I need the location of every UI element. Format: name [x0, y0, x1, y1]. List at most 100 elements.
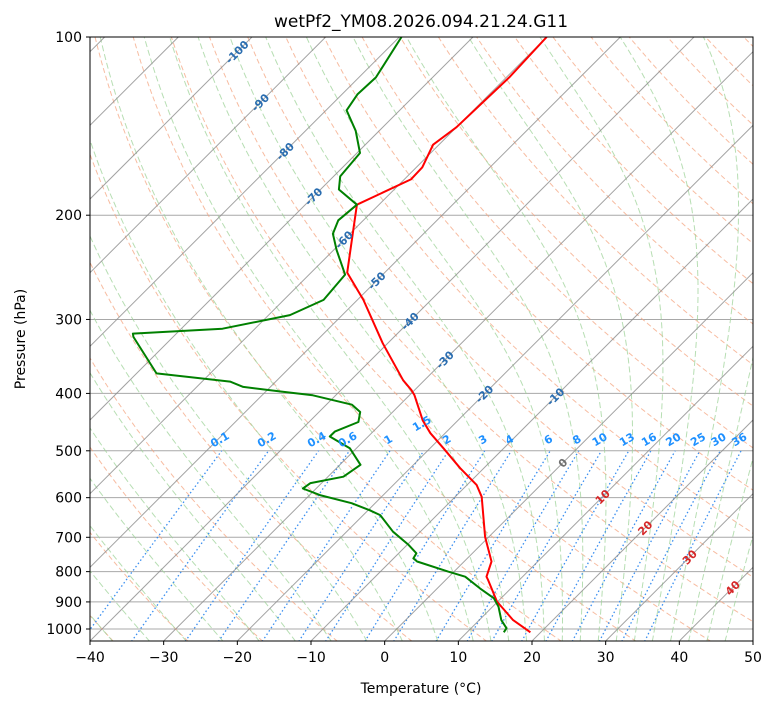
- moist-adiabat-line: [90, 234, 368, 641]
- y-tick-label: 200: [55, 208, 82, 224]
- dry-adiabat-line: [90, 531, 189, 641]
- isotherm-line: [90, 37, 695, 641]
- moist-adiabat-line: [90, 309, 332, 641]
- y-axis: 100 200 300 400 500 600 700 800 900 1000: [46, 30, 90, 638]
- isotherm-line: [90, 37, 400, 348]
- moist-adiabat-line: [90, 477, 224, 641]
- isotherm-line: [752, 640, 753, 641]
- mixing-ratio-line: [298, 450, 425, 641]
- mixing-ratio-line: [545, 450, 652, 641]
- dry-adiabat-line: [667, 37, 753, 126]
- dry-adiabat-line: [361, 37, 753, 449]
- isotherm-line: [310, 198, 753, 641]
- mixing-ratio-line: [644, 450, 742, 641]
- moist-adiabat-line: [169, 37, 492, 641]
- dry-adiabat-line: [514, 37, 753, 285]
- moist-adiabat-line: [265, 37, 545, 641]
- isotherm-line: [383, 271, 753, 641]
- moist-adiabat-line: [197, 37, 510, 641]
- isotherm-line: [162, 50, 753, 641]
- moist-adiabat-line: [0, 37, 76, 642]
- dry-adiabat-line: [399, 37, 753, 407]
- mixing-ratio-line: [521, 450, 630, 641]
- moist-adiabat-line: [90, 138, 403, 641]
- moist-adiabat-line: [99, 37, 439, 641]
- moist-adiabat-line: [706, 456, 753, 641]
- mixing-ratio-line: [261, 450, 391, 641]
- isotherm-label: -90: [249, 91, 272, 114]
- dry-adiabat-line: [132, 37, 637, 641]
- y-tick-label: 300: [55, 312, 82, 328]
- dry-adiabat-line: [90, 446, 264, 641]
- profiles: [131, 37, 548, 634]
- moist-adiabat-line: [90, 524, 187, 641]
- dry-adiabat-line: [437, 37, 753, 366]
- moist-adiabat-line: [406, 37, 607, 641]
- x-tick-label: 40: [670, 650, 688, 666]
- mixing-ratio-label: 0.1: [208, 429, 231, 450]
- x-axis: −40 −30 −20 −10 0 10 20 30 40 50: [75, 641, 762, 666]
- x-tick-label: 10: [449, 650, 467, 666]
- mixing-ratio-line: [217, 450, 350, 641]
- mixing-ratio-label: 1: [382, 432, 395, 447]
- dry-adiabat-line: [209, 37, 753, 623]
- x-tick-label: −40: [75, 650, 105, 666]
- y-tick-label: 700: [55, 530, 82, 546]
- moist-adiabat-line: [352, 37, 584, 641]
- y-tick-label: 800: [55, 565, 82, 581]
- y-tick-label: 500: [55, 444, 82, 460]
- mixing-ratio-label: 2: [440, 432, 453, 447]
- mixing-ratio-label: 4: [503, 432, 516, 447]
- temperature-profile-line: [346, 37, 548, 634]
- isotherm-line: [90, 37, 474, 421]
- mixing-ratio-label: 3: [476, 432, 489, 447]
- isotherm-line: [90, 37, 253, 200]
- x-axis-label: Temperature (°C): [360, 681, 482, 697]
- mixing-ratio-line: [393, 450, 512, 641]
- mixing-ratio-line: [184, 450, 320, 641]
- isotherm-label: -100: [223, 38, 252, 67]
- y-tick-label: 1000: [46, 622, 82, 638]
- x-tick-label: −30: [149, 650, 179, 666]
- isotherm-line: [604, 492, 753, 641]
- mixing-ratio-line: [90, 450, 223, 631]
- mixing-ratio-label: 0.2: [255, 429, 278, 450]
- moist-adiabat-line: [305, 37, 563, 641]
- plot-frame: [89, 36, 754, 642]
- x-tick-label: 20: [523, 650, 541, 666]
- mixing-ratio-label: 8: [570, 432, 583, 447]
- moist-adiabat-line: [229, 37, 528, 641]
- moist-adiabat-line: [619, 37, 699, 641]
- isotherm-line: [236, 124, 753, 641]
- moist-adiabat-line: [90, 427, 260, 641]
- isotherm-line: [90, 37, 548, 495]
- isotherm-line: [90, 37, 621, 569]
- mixing-ratio-label: 25: [688, 430, 708, 449]
- moist-adiabat-line: [143, 37, 474, 641]
- dry-adiabat-line: [705, 37, 753, 87]
- moist-adiabat-line: [670, 37, 740, 641]
- y-tick-label: 600: [55, 491, 82, 507]
- background-lines: [0, 37, 753, 642]
- mixing-ratio-label: 16: [639, 430, 659, 449]
- dry-adiabat-line: [590, 37, 753, 205]
- moist-adiabat-line: [90, 371, 296, 641]
- mixing-ratio-label: 0.4: [305, 429, 329, 450]
- chart-title: wetPf2_YM08.2026.094.21.24.G11: [274, 12, 568, 32]
- dry-adiabat-line: [94, 37, 562, 641]
- mixing-ratio-line: [571, 450, 676, 641]
- mixing-ratio-label: 13: [617, 430, 637, 449]
- isotherm-line: [531, 419, 753, 641]
- dry-adiabat-line: [170, 37, 712, 641]
- x-tick-label: 30: [597, 650, 615, 666]
- dry-adiabat-line: [247, 37, 753, 578]
- moist-adiabat-line: [688, 354, 753, 641]
- dry-adiabat-line: [552, 37, 753, 245]
- moist-adiabat-line: [468, 37, 633, 641]
- mixing-ratio-line: [598, 450, 701, 641]
- isotherm-line: [90, 37, 327, 274]
- x-tick-label: −20: [223, 650, 253, 666]
- x-tick-label: −10: [296, 650, 326, 666]
- mixing-ratio-line: [435, 450, 551, 641]
